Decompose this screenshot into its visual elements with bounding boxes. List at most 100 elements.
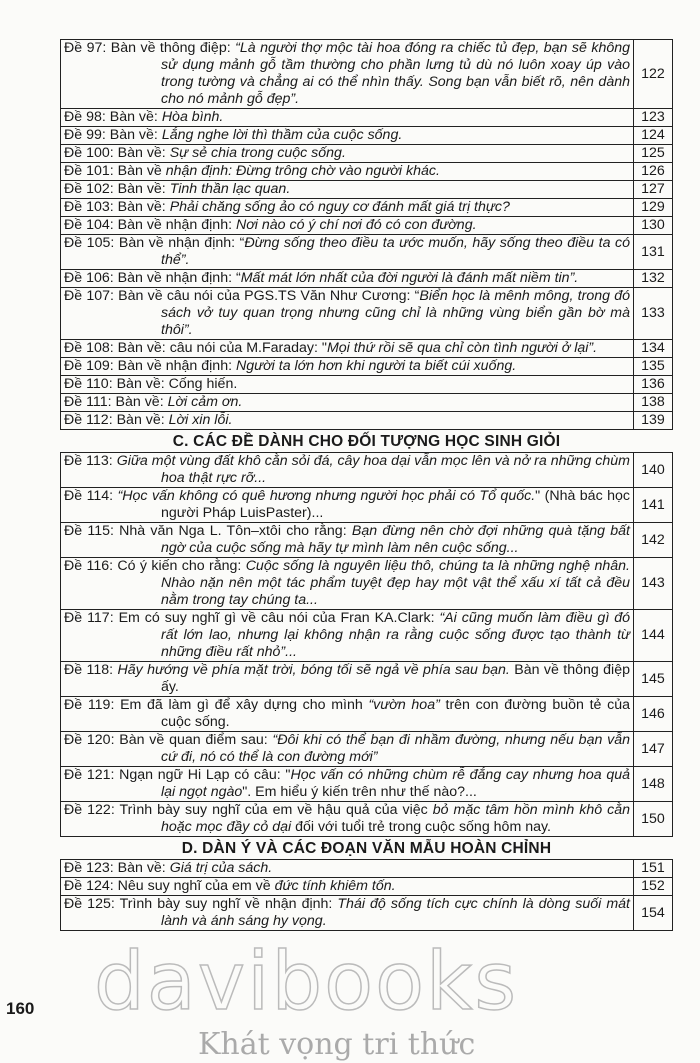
entry-label: Đề 125: <box>64 896 120 912</box>
entry-label: Đề 104: <box>64 217 118 233</box>
page-ref: 127 <box>633 180 673 199</box>
page-ref: 144 <box>633 609 673 662</box>
entry-label: Đề 106: <box>64 270 118 286</box>
entry-text: Bàn về: <box>116 412 169 428</box>
toc-entry-text: Đề 121: Ngạn ngữ Hi Lạp có câu: "Học vấn… <box>60 766 634 802</box>
toc-entry-text: Đề 108: Bàn về: câu nói của M.Faraday: "… <box>60 339 634 358</box>
toc-row: Đề 115: Nhà văn Nga L. Tôn–xtôi cho rằng… <box>60 522 673 558</box>
entry-quote: đức tính khiêm tốn. <box>274 878 396 894</box>
page-footer: 160 davibooks Khát vọng tri thức <box>6 935 636 1063</box>
entry-text: Bàn về: <box>115 394 168 410</box>
watermark-logo: davibooks <box>93 935 519 1028</box>
entry-label: Đề 107: <box>64 288 119 304</box>
toc-row: Đề 110: Bàn về: Cống hiến. 136 <box>60 375 673 394</box>
entry-quote: “vườn hoa” <box>368 697 440 713</box>
toc-table-b: Đề 97: Bàn về thông điệp: “Là người thợ … <box>60 39 673 430</box>
entry-label: Đề 123: <box>64 860 118 876</box>
entry-label: Đề 105: <box>64 235 119 251</box>
entry-quote: Cuộc sống là nguyên liệu thô, chúng ta l… <box>161 558 630 608</box>
page-ref: 145 <box>633 661 673 697</box>
page-ref: 150 <box>633 801 673 837</box>
entry-quote: Giá trị của sách. <box>169 860 273 876</box>
toc-entry-text: Đề 116: Có ý kiến cho rằng: Cuộc sống là… <box>60 557 634 610</box>
toc-entry-text: Đề 125: Trình bày suy nghĩ về nhận định:… <box>60 895 634 931</box>
entry-label: Đề 121: <box>64 767 120 783</box>
toc-row: Đề 116: Có ý kiến cho rằng: Cuộc sống là… <box>60 557 673 610</box>
toc-entry-text: Đề 112: Bàn về: Lời xin lỗi. <box>60 411 634 430</box>
entry-text: Ngạn ngữ Hi Lạp có câu: " <box>119 767 291 783</box>
entry-text: Bàn về: câu nói của M.Faraday: " <box>117 340 327 356</box>
entry-quote: Thái độ sống tích cực chính là dòng suối… <box>161 896 630 929</box>
entry-quote: Đừng sống theo điều ta ước muốn, hãy sốn… <box>161 235 630 268</box>
toc-entry-text: Đề 104: Bàn về nhận định: Nơi nào có ý c… <box>60 216 634 235</box>
page-ref: 152 <box>633 877 673 896</box>
toc-entry-text: Đề 105: Bàn về nhận định: “Đừng sống the… <box>60 234 634 270</box>
entry-text: Em đã làm gì để xây dựng cho mình <box>120 697 369 713</box>
toc-entry-text: Đề 114: “Học vấn không có quê hương nhưn… <box>60 487 634 523</box>
toc-entry-text: Đề 100: Bàn về: Sự sẻ chia trong cuộc số… <box>60 144 634 163</box>
page-ref: 131 <box>633 234 673 270</box>
toc-row: Đề 103: Bàn về: Phải chăng sống ảo có ng… <box>60 198 673 217</box>
page-ref: 148 <box>633 766 673 802</box>
entry-label: Đề 99: <box>64 127 110 143</box>
entry-quote: Phải chăng sống ảo có nguy cơ đánh mất g… <box>169 199 510 215</box>
page-ref: 154 <box>633 895 673 931</box>
toc-row: Đề 122: Trình bày suy nghĩ của em về hậu… <box>60 801 673 837</box>
toc-entry-text: Đề 111: Bàn về: Lời cảm ơn. <box>60 393 634 412</box>
entry-label: Đề 114: <box>64 488 118 504</box>
toc-row: Đề 99: Bàn về: Lắng nghe lời thì thầm củ… <box>60 126 673 145</box>
entry-quote: Lời xin lỗi. <box>168 412 233 428</box>
toc-entry-text: Đề 102: Bàn về: Tinh thần lạc quan. <box>60 180 634 199</box>
page-ref: 133 <box>633 287 673 340</box>
entry-text: Bàn về: Cống hiến. <box>116 376 238 392</box>
toc-row: Đề 108: Bàn về: câu nói của M.Faraday: "… <box>60 339 673 358</box>
entry-quote: Mất mát lớn nhất của đời người là đánh m… <box>240 270 579 286</box>
toc-row: Đề 118: Hãy hướng về phía mặt trời, bóng… <box>60 661 673 697</box>
toc-row: Đề 121: Ngạn ngữ Hi Lạp có câu: "Học vấn… <box>60 766 673 802</box>
page-number: 160 <box>6 999 35 1018</box>
entry-label: Đề 115: <box>64 523 120 539</box>
toc-entry-text: Đề 119: Em đã làm gì để xây dựng cho mìn… <box>60 696 634 732</box>
toc-entry-text: Đề 103: Bàn về: Phải chăng sống ảo có ng… <box>60 198 634 217</box>
entry-quote: Học vấn có những chùm rễ đắng cay nhưng … <box>161 767 630 800</box>
toc-table-c: Đề 113: Giữa một vùng đất khô cằn sỏi đá… <box>60 452 673 837</box>
entry-text: Nhà văn Nga L. Tôn–xtôi cho rằng: <box>119 523 352 539</box>
entry-text: Bàn về <box>117 163 166 179</box>
toc-row: Đề 124: Nêu suy nghĩ của em về đức tính … <box>60 877 673 896</box>
entry-quote: Tinh thần lạc quan. <box>169 181 291 197</box>
toc-row: Đề 125: Trình bày suy nghĩ về nhận định:… <box>60 895 673 931</box>
entry-label: Đề 103: <box>64 199 118 215</box>
entry-quote: “Đôi khi có thể bạn đi nhầm đường, nhưng… <box>161 732 630 765</box>
entry-label: Đề 120: <box>64 732 120 748</box>
entry-quote: Hòa bình. <box>161 109 224 125</box>
entry-quote: bỏ mặc tâm hồn mình khô cằn hoặc mọc đầy… <box>161 802 630 835</box>
section-heading-c: C. CÁC ĐỀ DÀNH CHO ĐỐI TƯỢNG HỌC SINH GI… <box>172 433 561 450</box>
entry-quote: Lắng nghe lời thì thầm của cuộc sống. <box>161 127 403 143</box>
toc-entry-text: Đề 122: Trình bày suy nghĩ của em về hậu… <box>60 801 634 837</box>
page-ref: 151 <box>633 859 673 878</box>
entry-label: Đề 113: <box>64 453 117 469</box>
toc-entry-text: Đề 123: Bàn về: Giá trị của sách. <box>60 859 634 878</box>
toc-row: Đề 120: Bàn về quan điểm sau: “Đôi khi c… <box>60 731 673 767</box>
entry-label: Đề 116: <box>64 558 118 574</box>
entry-label: Đề 98: <box>64 109 110 125</box>
entry-quote: Giữa một vùng đất khô cằn sỏi đá, cây ho… <box>116 453 630 486</box>
page-ref: 146 <box>633 696 673 732</box>
toc-row: Đề 106: Bàn về nhận định: “Mất mát lớn n… <box>60 269 673 288</box>
toc-column: Đề 97: Bàn về thông điệp: “Là người thợ … <box>60 0 673 931</box>
toc-row: Đề 112: Bàn về: Lời xin lỗi. 139 <box>60 411 673 430</box>
entry-text: ". Em hiểu ý kiến trên như thế nào?... <box>242 784 477 800</box>
entry-text: Bàn về nhận định: <box>117 217 236 233</box>
entry-label: Đề 111: <box>64 394 116 410</box>
toc-entry-text: Đề 113: Giữa một vùng đất khô cằn sỏi đá… <box>60 452 634 488</box>
entry-text: Bàn về: <box>109 127 162 143</box>
entry-label: Đề 110: <box>64 376 117 392</box>
entry-text: Bàn về: <box>109 109 162 125</box>
toc-entry-text: Đề 115: Nhà văn Nga L. Tôn–xtôi cho rằng… <box>60 522 634 558</box>
entry-quote: “Là người thợ mộc tài hoa đóng ra chiếc … <box>161 40 631 107</box>
entry-text: Có ý kiến cho rằng: <box>117 558 246 574</box>
page-ref: 123 <box>633 108 673 127</box>
entry-quote: “Ai cũng muốn làm điều gì đó rất lớn lao… <box>161 610 630 660</box>
toc-row: Đề 100: Bàn về: Sự sẻ chia trong cuộc số… <box>60 144 673 163</box>
toc-row: Đề 104: Bàn về nhận định: Nơi nào có ý c… <box>60 216 673 235</box>
